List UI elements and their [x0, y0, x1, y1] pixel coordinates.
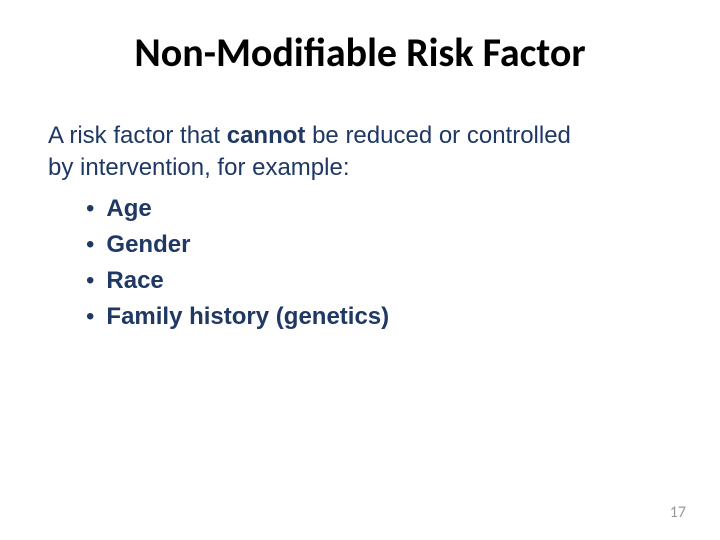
- bullet-icon: •: [86, 299, 94, 335]
- intro-cannot: cannot: [227, 122, 306, 149]
- intro-line-2: by intervention, for example:: [48, 152, 672, 184]
- intro-after: be reduced or controlled: [305, 122, 571, 149]
- slide-title: Non-Modifiable Risk Factor: [0, 28, 720, 77]
- slide: Non-Modifiable Risk Factor A risk factor…: [0, 0, 720, 540]
- list-item: • Gender: [86, 227, 672, 263]
- list-item: • Family history (genetics): [86, 299, 672, 335]
- bullet-label: Family history (genetics): [106, 299, 389, 335]
- intro-line-1: A risk factor that cannot be reduced or …: [48, 120, 672, 152]
- bullet-icon: •: [86, 191, 94, 227]
- bullet-label: Gender: [106, 227, 190, 263]
- page-number: 17: [670, 503, 686, 522]
- bullet-icon: •: [86, 263, 94, 299]
- bullet-label: Race: [106, 263, 163, 299]
- intro-before: A risk factor that: [48, 122, 227, 149]
- bullet-label: Age: [106, 191, 151, 227]
- slide-body: A risk factor that cannot be reduced or …: [48, 120, 672, 335]
- bullet-list: • Age • Gender • Race • Family history (…: [48, 191, 672, 335]
- bullet-icon: •: [86, 227, 94, 263]
- list-item: • Age: [86, 191, 672, 227]
- list-item: • Race: [86, 263, 672, 299]
